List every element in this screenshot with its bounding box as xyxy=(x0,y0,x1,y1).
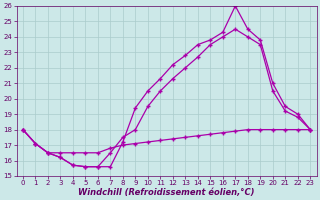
X-axis label: Windchill (Refroidissement éolien,°C): Windchill (Refroidissement éolien,°C) xyxy=(78,188,255,197)
